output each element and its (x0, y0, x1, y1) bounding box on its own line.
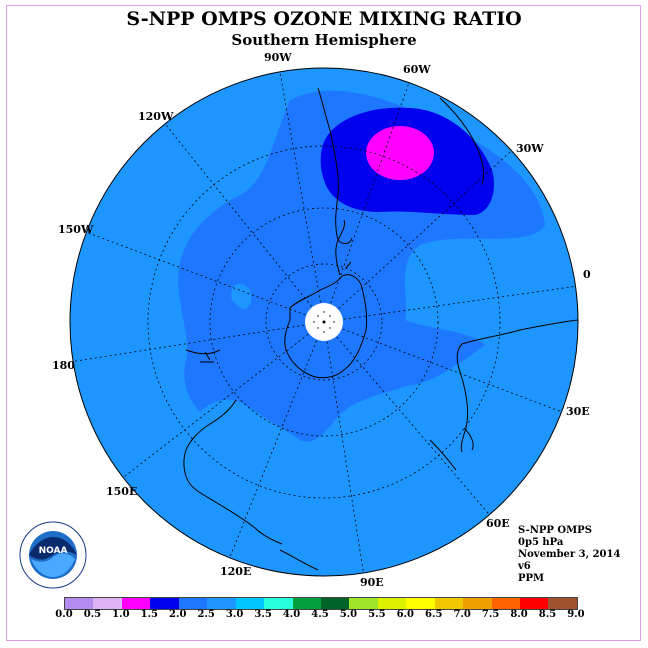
colorbar-segment (406, 598, 435, 609)
colorbar-tick-label: 1.0 (112, 609, 130, 620)
colorbar-tick-label: 7.0 (453, 609, 471, 620)
colorbar-tick-label: 7.5 (481, 609, 500, 620)
colorbar-tick-label: 8.5 (538, 609, 557, 620)
lon-label-60w: 60W (403, 63, 431, 76)
plot-frame (6, 5, 641, 641)
colorbar-segment (349, 598, 378, 609)
colorbar-segment (93, 598, 122, 609)
colorbar-segment (207, 598, 236, 609)
colorbar-segment (150, 598, 179, 609)
product-info: S-NPP OMPS 0p5 hPa November 3, 2014 v6 P… (518, 525, 620, 585)
coastlines (183, 87, 578, 571)
lon-label-180: 180 (52, 359, 75, 372)
noaa-logo-text: NOAA (39, 546, 68, 556)
colorbar-tick-label: 4.0 (282, 609, 301, 620)
colorbar-tick-label: 2.5 (197, 609, 215, 620)
colorbar-tick-label: 9.0 (567, 609, 585, 620)
colorbar-ticks: 0.0 0.5 1.0 1.5 2.0 2.5 3.0 3.5 4.0 4.5 5.0 5.5 6.0 6… (54, 609, 594, 623)
noaa-logo: NOAA (19, 521, 87, 589)
colorbar-segment (491, 598, 520, 609)
colorbar-tick-label: 0.5 (83, 609, 102, 620)
map-boundary (69, 67, 579, 577)
ozone-mid-level-patch (231, 283, 252, 309)
colorbar-tick-label: 5.5 (368, 609, 386, 620)
colorbar-tick-label: 8.0 (510, 609, 528, 620)
colorbar-segment (434, 598, 464, 609)
colorbar-tick-label: 2.0 (169, 609, 187, 620)
colorbar-segment (235, 598, 265, 609)
info-date: November 3, 2014 (518, 549, 621, 560)
pole-dots (313, 311, 335, 333)
colorbar-tick-label: 3.0 (225, 609, 244, 620)
lon-label-30w: 30W (516, 142, 544, 155)
map-title: S-NPP OMPS OZONE MIXING RATIO (126, 8, 522, 30)
map-subtitle: Southern Hemisphere (231, 31, 417, 49)
lon-label-150e: 150E (106, 485, 137, 498)
colorbar-tick-label: 1.5 (140, 609, 159, 620)
ozone-peak-region (366, 126, 434, 180)
lon-label-90w: 90W (264, 51, 292, 64)
info-units: PPM (518, 573, 545, 584)
colorbar-segment (65, 598, 94, 609)
info-version: v6 (518, 561, 531, 572)
colorbar-tick-label: 3.5 (254, 609, 272, 620)
colorbar-tick-label: 5.0 (339, 609, 358, 620)
lon-label-30e: 30E (566, 405, 590, 418)
colorbar-segment (292, 598, 321, 609)
info-instrument: S-NPP OMPS (518, 525, 592, 536)
colorbar (64, 597, 578, 610)
colorbar-tick-label: 4.5 (311, 609, 329, 620)
colorbar-tick-label: 6.5 (425, 609, 443, 620)
colorbar-segment (463, 598, 492, 609)
colorbar-tick-label: 0.0 (55, 609, 73, 620)
colorbar-segment (548, 598, 577, 609)
colorbar-segment (264, 598, 293, 609)
colorbar-segment (320, 598, 350, 609)
lon-label-120w: 120W (138, 110, 174, 123)
lon-label-0: 0 (583, 268, 591, 281)
lon-label-120e: 120E (220, 565, 251, 578)
lon-label-60e: 60E (486, 517, 510, 530)
lon-label-150w: 150W (58, 223, 94, 236)
lon-label-90e: 90E (360, 576, 384, 589)
colorbar-segment (178, 598, 208, 609)
graticule (70, 71, 578, 576)
colorbar-tick-label: 6.0 (396, 609, 414, 620)
colorbar-segment (520, 598, 549, 609)
colorbar-segment (377, 598, 407, 609)
colorbar-segment (121, 598, 151, 609)
info-pressure: 0p5 hPa (518, 537, 564, 548)
